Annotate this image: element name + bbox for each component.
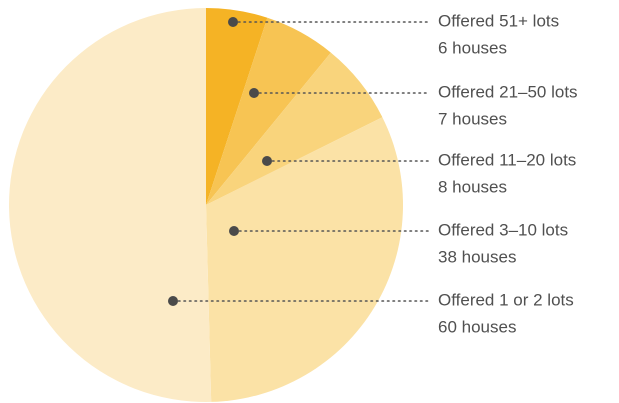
slice-value-label: 60 houses <box>438 317 516 336</box>
slice-value-label: 7 houses <box>438 109 507 128</box>
slice-label: Offered 51+ lots <box>438 11 559 30</box>
leader-dot <box>168 296 178 306</box>
slice-label: Offered 21–50 lots <box>438 82 578 101</box>
slice-label: Offered 11–20 lots <box>438 150 576 169</box>
pie-slice <box>206 17 331 205</box>
slice-value-label: 8 houses <box>438 177 507 196</box>
leader-dot <box>228 17 238 27</box>
slice-value-label: 6 houses <box>438 38 507 57</box>
leader-dot <box>249 88 259 98</box>
leader-dot <box>229 226 239 236</box>
pie-slice <box>9 8 212 402</box>
slice-value-label: 38 houses <box>438 247 516 266</box>
pie-slice <box>206 8 268 205</box>
pie-slice <box>206 52 383 205</box>
slice-label: Offered 3–10 lots <box>438 220 568 239</box>
leader-dot <box>262 156 272 166</box>
slice-label: Offered 1 or 2 lots <box>438 290 574 309</box>
pie-slice <box>206 117 403 402</box>
